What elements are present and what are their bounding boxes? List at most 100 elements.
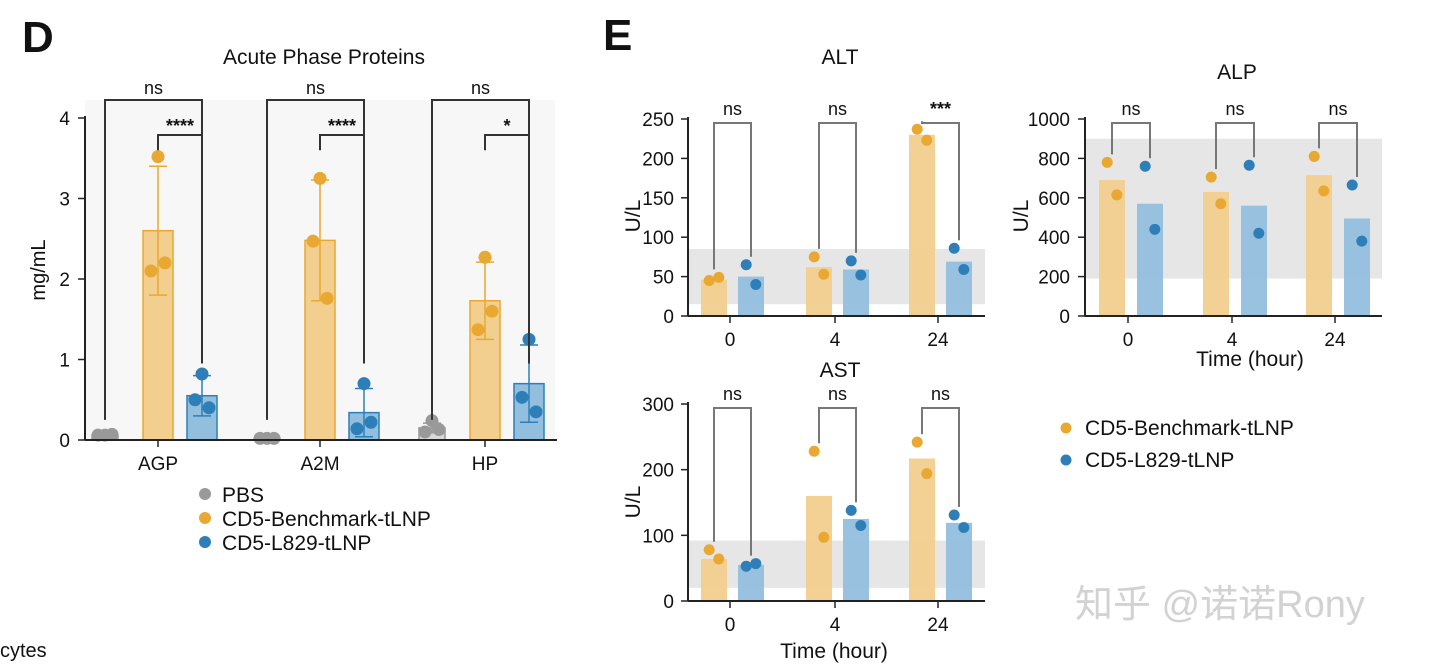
watermark: 知乎 @诺诺Rony (1075, 584, 1365, 626)
data-point-cd5-l829-tlnp (948, 242, 960, 254)
y-tick-label: 0 (59, 431, 70, 452)
significance-label: ns (471, 78, 490, 98)
y-axis-label: mg/mL (28, 239, 50, 300)
x-tick-label-0: 0 (725, 615, 736, 636)
data-point-cd5-benchmark-tlnp (808, 445, 820, 457)
data-point-cd5-l829-tlnp (188, 393, 202, 407)
y-tick-label: 200 (642, 461, 674, 482)
y-tick-label: 3 (59, 190, 70, 211)
y-axis-label: U/L (622, 200, 645, 233)
data-point-cd5-l829-tlnp (1139, 160, 1151, 172)
significance-label: ns (931, 384, 950, 404)
y-tick-label: 0 (663, 592, 674, 613)
bracket-significance (1318, 122, 1358, 177)
bracket-significance (319, 134, 365, 332)
data-point-cd5-benchmark-tlnp (911, 123, 923, 135)
y-tick-label: 4 (59, 109, 70, 130)
data-point-cd5-l829-tlnp (1346, 179, 1358, 191)
data-point-cd5-benchmark-tlnp (808, 251, 820, 263)
data-point-cd5-l829-tlnp (750, 558, 762, 570)
bracket-significance (713, 122, 752, 270)
significance-label: ns (1328, 99, 1347, 119)
data-point-cd5-benchmark-tlnp (485, 304, 499, 318)
y-tick-label: 100 (642, 228, 674, 249)
legend-label-l829: CD5-L829-tLNP (222, 532, 371, 555)
x-tick-label-0: 0 (1123, 330, 1134, 351)
bracket-significance (921, 121, 960, 241)
bracket-significance (818, 122, 857, 253)
data-point-cd5-l829-tlnp (958, 264, 970, 276)
legend-e: CD5-Benchmark-tLNP CD5-L829-tLNP (1060, 417, 1294, 472)
panel-label-e: E (603, 11, 632, 60)
x-tick-label-4: 4 (830, 615, 841, 636)
data-point-pbs (253, 431, 267, 445)
x-tick-label-0: 0 (725, 330, 736, 351)
data-point-cd5-benchmark-tlnp (818, 531, 830, 543)
x-tick-label-4: 4 (1227, 330, 1238, 351)
significance-label: **** (166, 116, 194, 136)
bar-cd5-benchmark-tlnp-4 (1203, 191, 1229, 316)
bar-cd5-benchmark-tlnp-24 (909, 458, 935, 601)
y-tick-label: 200 (642, 149, 674, 170)
significance-label: ns (306, 78, 325, 98)
y-tick-label: 2 (59, 270, 70, 291)
data-point-cd5-l829-tlnp (357, 377, 371, 391)
generated-marks: 0 100 200 300 0 ns 4 ns 24 ns (642, 384, 985, 636)
data-point-pbs (418, 425, 432, 439)
data-point-cd5-l829-tlnp (958, 521, 970, 533)
data-point-cd5-benchmark-tlnp (1111, 189, 1123, 201)
data-point-cd5-l829-tlnp (845, 504, 857, 516)
significance-label: ns (723, 384, 742, 404)
significance-label: *** (930, 99, 951, 119)
data-point-cd5-l829-tlnp (855, 269, 867, 281)
reference-range-band (688, 249, 985, 305)
x-tick-label-24: 24 (927, 615, 949, 636)
significance-label: ns (723, 99, 742, 119)
bar-cd5-benchmark-tlnp-0 (701, 279, 727, 316)
data-point-pbs (105, 427, 119, 441)
x-tick-label-24: 24 (1324, 330, 1346, 351)
data-point-cd5-benchmark-tlnp (306, 234, 320, 248)
data-point-cd5-l829-tlnp (202, 401, 216, 415)
data-point-cd5-l829-tlnp (855, 519, 867, 531)
bracket-significance (818, 407, 857, 503)
data-point-cd5-l829-tlnp (1243, 159, 1255, 171)
legend-label-benchmark: CD5-Benchmark-tLNP (1085, 417, 1294, 440)
bar-cd5-l829-tlnp-0 (738, 564, 764, 601)
y-tick-label: 50 (653, 268, 674, 289)
data-point-cd5-benchmark-tlnp (471, 323, 485, 337)
data-point-cd5-benchmark-tlnp (158, 256, 172, 270)
data-point-cd5-l829-tlnp (750, 278, 762, 290)
data-point-cd5-benchmark-tlnp (818, 268, 830, 280)
bracket-significance (1215, 122, 1255, 170)
alt-chart: ALT U/L 0 50 100 150 200 250 0 ns 4 ns 24 *** (622, 46, 985, 351)
bar-cd5-l829-tlnp-4 (1241, 205, 1267, 316)
cropped-caption-fragment: cytes (0, 640, 47, 662)
generated-marks: 0 50 100 150 200 250 0 ns 4 ns 24 *** (642, 99, 985, 351)
data-point-cd5-l829-tlnp (1356, 235, 1368, 247)
reference-range-band (1085, 138, 1382, 279)
data-point-cd5-benchmark-tlnp (478, 250, 492, 264)
alp-chart: ALP U/L Time (hour) 0 200 400 600 800 1000 0 ns… (1010, 61, 1382, 371)
legend-label-l829: CD5-L829-tLNP (1085, 449, 1234, 472)
data-point-cd5-benchmark-tlnp (151, 150, 165, 164)
x-tick-label-4: 4 (830, 330, 841, 351)
data-point-cd5-l829-tlnp (1149, 223, 1161, 235)
significance-label: ns (828, 384, 847, 404)
y-tick-label: 250 (642, 110, 674, 131)
bar-cd5-l829-tlnp-24 (946, 522, 972, 601)
x-tick-label-agp: AGP (138, 454, 178, 475)
data-point-cd5-benchmark-tlnp (713, 271, 725, 283)
data-point-cd5-l829-tlnp (195, 367, 209, 381)
y-tick-label: 150 (642, 189, 674, 210)
y-tick-label: 800 (1038, 149, 1070, 170)
data-point-cd5-benchmark-tlnp (713, 553, 725, 565)
bracket-significance (1111, 122, 1151, 159)
y-tick-label: 0 (663, 307, 674, 328)
data-point-cd5-benchmark-tlnp (1318, 185, 1330, 197)
ast-chart: AST U/L Time (hour) 0 100 200 300 0 ns 4 ns 24 ns (622, 359, 985, 663)
data-point-cd5-benchmark-tlnp (144, 264, 158, 278)
significance-label: ns (1225, 99, 1244, 119)
data-point-cd5-benchmark-tlnp (1308, 150, 1320, 162)
legend-dot-benchmark (199, 512, 211, 524)
